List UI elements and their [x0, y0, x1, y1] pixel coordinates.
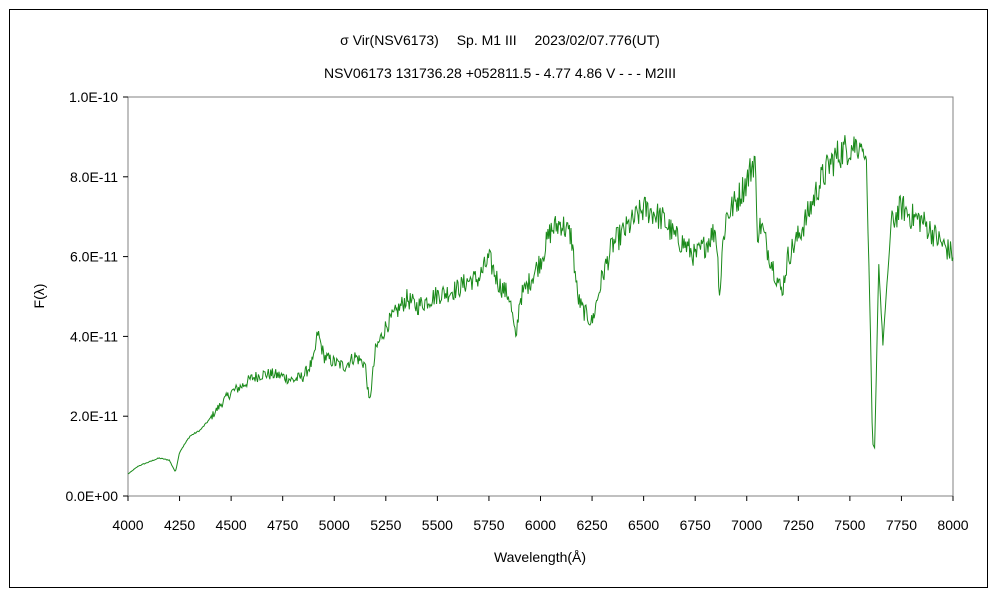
y-axis: 0.0E+00 2.0E-11 4.0E-11 6.0E-11 8.0E-11 1.0E-…: [65, 89, 128, 504]
x-tick-label: 7500: [834, 517, 865, 533]
y-tick-label: 1.0E-10: [69, 89, 118, 105]
x-tick-label: 6500: [628, 517, 659, 533]
plot-area: [127, 96, 954, 497]
chart-subtitle: NSV06173 131736.28 +052811.5 - 4.77 4.86…: [324, 65, 676, 81]
x-tick-label: 4500: [216, 517, 247, 533]
x-tick-label: 6250: [576, 517, 607, 533]
x-axis-label: Wavelength(Å): [494, 549, 586, 565]
x-tick-label: 4750: [267, 517, 298, 533]
x-tick-label: 6750: [680, 517, 711, 533]
x-axis: 4000 4250 4500 4750 5000 5250 5500 5750 6000 6250…: [112, 496, 969, 533]
y-tick-label: 2.0E-11: [70, 408, 118, 424]
x-tick-label: 7750: [886, 517, 917, 533]
y-tick-label: 8.0E-11: [70, 169, 118, 185]
y-axis-label: F(λ): [31, 284, 47, 309]
x-tick-label: 4000: [112, 517, 143, 533]
x-tick-label: 5250: [370, 517, 401, 533]
y-tick-label: 0.0E+00: [65, 488, 118, 504]
x-tick-label: 6000: [525, 517, 556, 533]
x-tick-label: 5000: [319, 517, 350, 533]
spectrum-line: [127, 135, 954, 475]
x-tick-label: 7000: [731, 517, 762, 533]
x-tick-label: 5500: [422, 517, 453, 533]
chart-title: σ Vir(NSV6173) Sp. M1 III 2023/02/07.776…: [340, 32, 660, 48]
y-tick-label: 4.0E-11: [70, 328, 118, 344]
x-tick-label: 4250: [164, 517, 195, 533]
y-tick-label: 6.0E-11: [70, 249, 118, 265]
x-tick-label: 7250: [783, 517, 814, 533]
x-tick-label: 8000: [937, 517, 968, 533]
x-tick-label: 5750: [473, 517, 504, 533]
